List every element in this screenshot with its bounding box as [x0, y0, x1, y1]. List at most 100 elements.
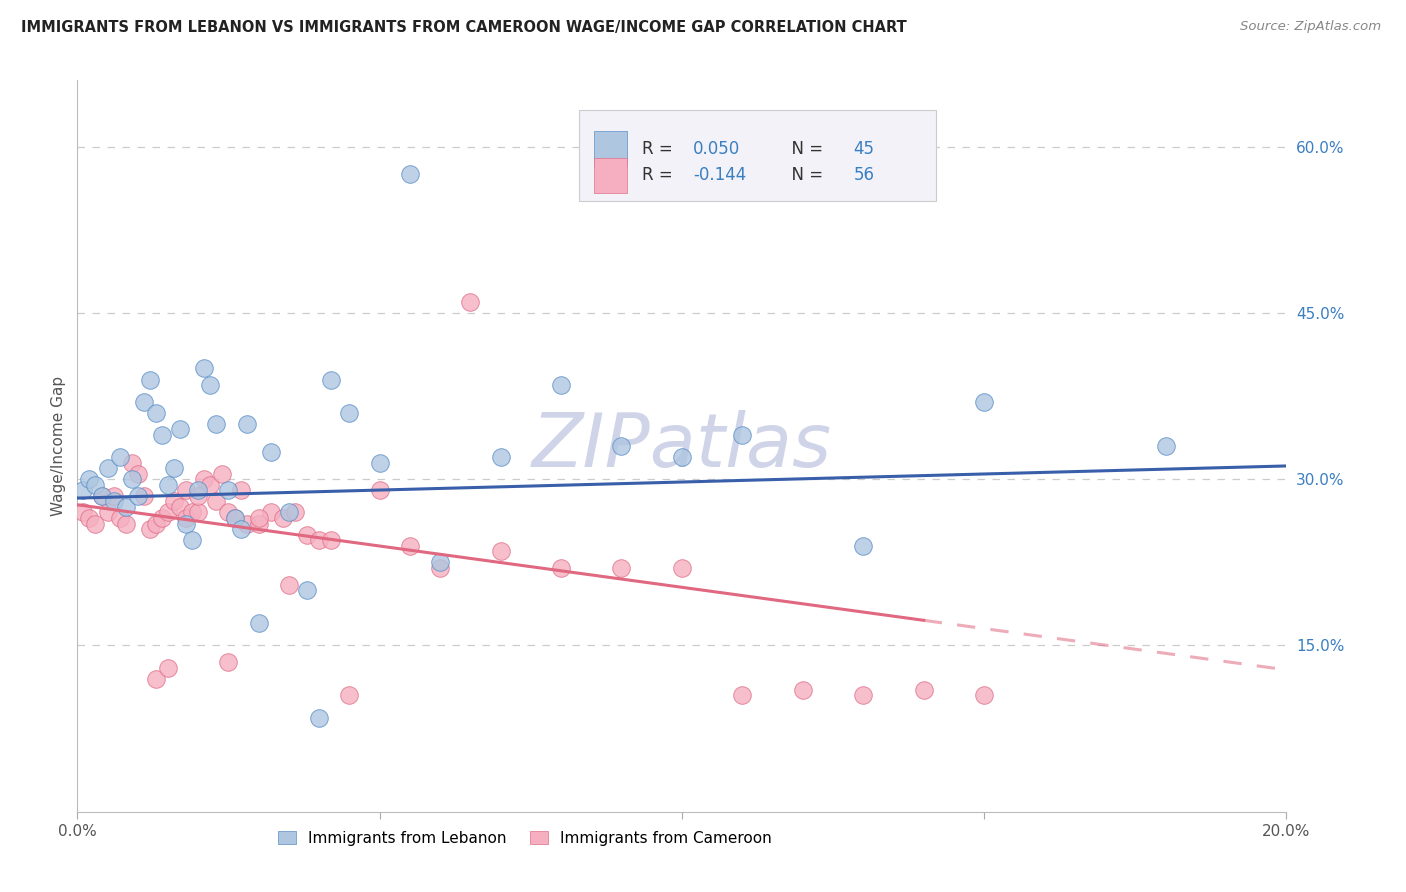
Point: [193, 361, 215, 376]
Point: [187, 483, 209, 498]
Point: [308, 710, 330, 724]
Point: [235, 516, 257, 531]
Point: [84, 516, 107, 531]
Point: [731, 428, 754, 442]
Y-axis label: Wage/Income Gap: Wage/Income Gap: [51, 376, 66, 516]
Text: R =: R =: [643, 140, 678, 158]
Point: [169, 500, 191, 514]
Legend: Immigrants from Lebanon, Immigrants from Cameroon: Immigrants from Lebanon, Immigrants from…: [271, 824, 778, 852]
Point: [132, 489, 155, 503]
Point: [157, 660, 180, 674]
Point: [229, 483, 252, 498]
Point: [145, 672, 167, 686]
Point: [337, 689, 360, 703]
Point: [550, 561, 572, 575]
Point: [218, 655, 240, 669]
Point: [114, 516, 136, 531]
Point: [211, 467, 233, 481]
Point: [108, 511, 131, 525]
Point: [187, 506, 209, 520]
Point: [792, 682, 814, 697]
Text: 56: 56: [853, 167, 875, 185]
Point: [610, 439, 633, 453]
Point: [218, 483, 240, 498]
Point: [79, 472, 101, 486]
Point: [127, 489, 149, 503]
Point: [114, 500, 136, 514]
Point: [79, 511, 101, 525]
Point: [157, 506, 180, 520]
Point: [181, 506, 204, 520]
Point: [429, 555, 451, 569]
Point: [489, 544, 512, 558]
Point: [852, 689, 875, 703]
Point: [108, 450, 131, 464]
Point: [200, 378, 222, 392]
Point: [321, 533, 343, 548]
Point: [671, 561, 693, 575]
Point: [337, 406, 360, 420]
Point: [731, 689, 754, 703]
Point: [90, 489, 112, 503]
Text: ZIPatlas: ZIPatlas: [531, 410, 832, 482]
Point: [610, 561, 633, 575]
Point: [181, 533, 204, 548]
Point: [174, 516, 197, 531]
Point: [84, 477, 107, 491]
Point: [139, 372, 162, 386]
Point: [295, 527, 318, 541]
Point: [103, 494, 125, 508]
Point: [852, 539, 875, 553]
Bar: [593, 158, 627, 193]
Point: [205, 417, 228, 431]
Point: [321, 372, 343, 386]
Point: [121, 456, 143, 470]
Point: [132, 394, 155, 409]
Point: [205, 494, 228, 508]
Point: [145, 406, 167, 420]
Point: [550, 378, 572, 392]
Point: [127, 467, 149, 481]
Bar: [593, 131, 627, 167]
Point: [224, 511, 246, 525]
Point: [247, 511, 270, 525]
Point: [399, 539, 422, 553]
Point: [429, 561, 451, 575]
Point: [671, 450, 693, 464]
Point: [145, 516, 167, 531]
Point: [973, 394, 995, 409]
Point: [163, 461, 186, 475]
FancyBboxPatch shape: [579, 110, 936, 201]
Point: [218, 506, 240, 520]
Point: [458, 294, 481, 309]
Point: [174, 483, 197, 498]
Point: [278, 577, 301, 591]
Text: -0.144: -0.144: [693, 167, 747, 185]
Point: [72, 506, 94, 520]
Point: [278, 506, 301, 520]
Text: Source: ZipAtlas.com: Source: ZipAtlas.com: [1240, 20, 1381, 33]
Text: N =: N =: [782, 167, 828, 185]
Point: [489, 450, 512, 464]
Point: [72, 483, 94, 498]
Point: [139, 522, 162, 536]
Point: [157, 477, 180, 491]
Point: [90, 489, 112, 503]
Point: [96, 506, 118, 520]
Point: [399, 168, 422, 182]
Point: [150, 511, 173, 525]
Point: [295, 583, 318, 598]
Point: [368, 483, 391, 498]
Point: [271, 511, 294, 525]
Point: [260, 444, 283, 458]
Point: [1154, 439, 1177, 453]
Point: [912, 682, 935, 697]
Point: [224, 511, 246, 525]
Point: [973, 689, 995, 703]
Point: [200, 477, 222, 491]
Text: 45: 45: [853, 140, 875, 158]
Point: [284, 506, 307, 520]
Point: [187, 489, 209, 503]
Point: [368, 456, 391, 470]
Point: [103, 489, 125, 503]
